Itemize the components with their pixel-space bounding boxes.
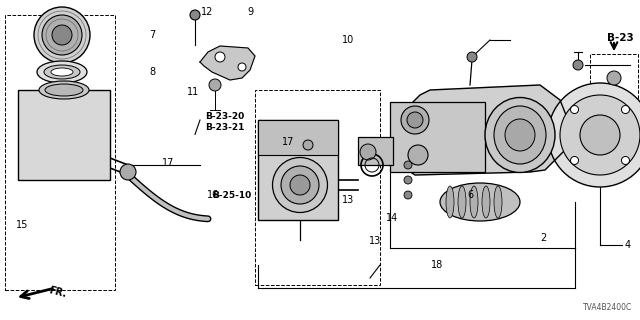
Text: 7: 7 bbox=[149, 30, 155, 40]
Ellipse shape bbox=[51, 68, 73, 76]
Text: 2: 2 bbox=[540, 233, 546, 243]
Text: 15: 15 bbox=[16, 220, 28, 230]
Ellipse shape bbox=[482, 186, 490, 218]
Text: 16: 16 bbox=[207, 190, 219, 200]
Circle shape bbox=[120, 164, 136, 180]
Ellipse shape bbox=[37, 61, 87, 83]
Ellipse shape bbox=[45, 84, 83, 96]
Circle shape bbox=[621, 156, 630, 164]
Circle shape bbox=[570, 106, 579, 114]
Text: B-23-21: B-23-21 bbox=[205, 123, 244, 132]
Ellipse shape bbox=[273, 157, 328, 212]
Circle shape bbox=[190, 10, 200, 20]
Bar bbox=[258, 120, 338, 220]
Circle shape bbox=[408, 145, 428, 165]
Circle shape bbox=[209, 79, 221, 91]
Circle shape bbox=[404, 176, 412, 184]
Bar bbox=[358, 137, 393, 165]
Bar bbox=[5, 15, 115, 290]
Bar bbox=[390, 102, 485, 172]
Circle shape bbox=[34, 7, 90, 63]
Circle shape bbox=[407, 112, 423, 128]
Circle shape bbox=[621, 106, 630, 114]
Circle shape bbox=[52, 25, 72, 45]
Text: 17: 17 bbox=[162, 158, 174, 168]
Ellipse shape bbox=[494, 186, 502, 218]
Circle shape bbox=[303, 140, 313, 150]
Circle shape bbox=[548, 83, 640, 187]
Circle shape bbox=[404, 191, 412, 199]
Bar bbox=[255, 90, 380, 285]
Circle shape bbox=[42, 15, 82, 55]
Circle shape bbox=[570, 156, 579, 164]
Text: FR.: FR. bbox=[48, 285, 68, 299]
Ellipse shape bbox=[44, 65, 80, 79]
Ellipse shape bbox=[470, 186, 478, 218]
Circle shape bbox=[573, 60, 583, 70]
Ellipse shape bbox=[505, 119, 535, 151]
Text: TVA4B2400C: TVA4B2400C bbox=[583, 303, 632, 312]
Bar bbox=[18, 90, 110, 180]
Text: B-25-10: B-25-10 bbox=[212, 190, 252, 199]
Ellipse shape bbox=[440, 183, 520, 221]
Text: 13: 13 bbox=[369, 236, 381, 246]
Ellipse shape bbox=[494, 106, 546, 164]
Circle shape bbox=[404, 161, 412, 169]
Text: 17: 17 bbox=[282, 137, 294, 147]
Ellipse shape bbox=[446, 186, 454, 218]
Polygon shape bbox=[200, 46, 255, 80]
Ellipse shape bbox=[485, 98, 555, 172]
Circle shape bbox=[467, 52, 477, 62]
Text: 4: 4 bbox=[625, 240, 631, 250]
Ellipse shape bbox=[39, 81, 89, 99]
Ellipse shape bbox=[281, 166, 319, 204]
Text: 10: 10 bbox=[342, 35, 354, 45]
Bar bbox=[590, 54, 638, 102]
Text: 18: 18 bbox=[431, 260, 443, 270]
Text: 13: 13 bbox=[342, 195, 354, 205]
Text: B-23: B-23 bbox=[607, 33, 634, 43]
Text: 9: 9 bbox=[247, 7, 253, 17]
Circle shape bbox=[215, 52, 225, 62]
Text: 14: 14 bbox=[386, 213, 398, 223]
Text: 8: 8 bbox=[149, 67, 155, 77]
Ellipse shape bbox=[290, 175, 310, 195]
Circle shape bbox=[560, 95, 640, 175]
Text: 6: 6 bbox=[467, 190, 473, 200]
Text: 11: 11 bbox=[187, 87, 199, 97]
Text: 12: 12 bbox=[201, 7, 213, 17]
Ellipse shape bbox=[458, 186, 466, 218]
Circle shape bbox=[580, 115, 620, 155]
Circle shape bbox=[238, 63, 246, 71]
Circle shape bbox=[360, 144, 376, 160]
Bar bbox=[258, 120, 338, 155]
Polygon shape bbox=[395, 85, 570, 175]
Text: B-23-20: B-23-20 bbox=[205, 111, 244, 121]
Circle shape bbox=[401, 106, 429, 134]
Circle shape bbox=[607, 71, 621, 85]
